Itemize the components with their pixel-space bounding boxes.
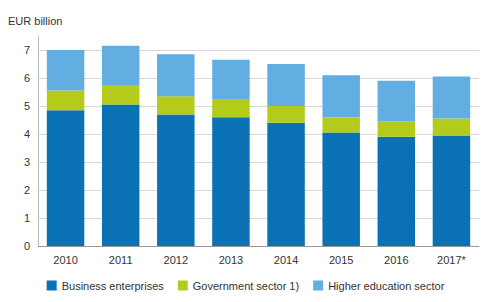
svg-text:5: 5: [24, 100, 30, 112]
svg-text:2: 2: [24, 184, 30, 196]
svg-text:2016: 2016: [384, 254, 408, 266]
svg-text:Business enterprises: Business enterprises: [62, 280, 165, 292]
svg-text:3: 3: [24, 156, 30, 168]
svg-text:0: 0: [24, 240, 30, 252]
svg-text:6: 6: [24, 72, 30, 84]
svg-text:2015: 2015: [329, 254, 353, 266]
svg-text:1: 1: [24, 212, 30, 224]
svg-text:2011: 2011: [109, 254, 133, 266]
svg-text:2014: 2014: [274, 254, 298, 266]
svg-text:EUR billion: EUR billion: [8, 15, 62, 27]
svg-text:2010: 2010: [53, 254, 77, 266]
svg-text:2017*: 2017*: [437, 254, 466, 266]
svg-text:Government sector 1): Government sector 1): [193, 280, 299, 292]
svg-text:2012: 2012: [164, 254, 188, 266]
svg-text:2013: 2013: [219, 254, 243, 266]
svg-text:4: 4: [24, 128, 30, 140]
svg-text:7: 7: [24, 44, 30, 56]
svg-text:Higher education sector: Higher education sector: [328, 280, 445, 292]
